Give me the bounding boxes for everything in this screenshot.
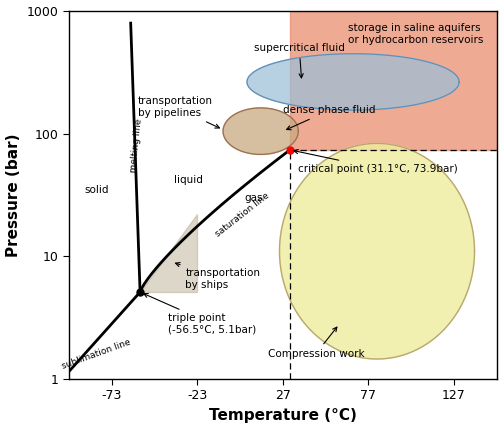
Polygon shape — [247, 54, 459, 110]
Text: storage in saline aquifers
or hydrocarbon reservoirs: storage in saline aquifers or hydrocarbo… — [348, 23, 483, 45]
Text: solid: solid — [84, 184, 109, 195]
Polygon shape — [140, 214, 197, 292]
Text: sublimation line: sublimation line — [61, 337, 132, 370]
Text: supercritical fluid: supercritical fluid — [254, 43, 345, 78]
Bar — [290, 11, 497, 150]
Text: transportation
by pipelines: transportation by pipelines — [137, 97, 219, 128]
Polygon shape — [223, 108, 298, 154]
Text: triple point
(-56.5°C, 5.1bar): triple point (-56.5°C, 5.1bar) — [144, 293, 257, 335]
Polygon shape — [280, 143, 474, 359]
Text: critical point (31.1°C, 73.9bar): critical point (31.1°C, 73.9bar) — [294, 150, 458, 174]
Text: Compression work: Compression work — [268, 327, 364, 359]
X-axis label: Temperature (°C): Temperature (°C) — [209, 408, 357, 423]
Text: melting line: melting line — [129, 118, 144, 173]
Y-axis label: Pressure (bar): Pressure (bar) — [6, 133, 21, 257]
Text: gas: gas — [244, 193, 263, 203]
Text: dense phase fluid: dense phase fluid — [283, 106, 375, 130]
Text: saturation line: saturation line — [213, 190, 271, 238]
Text: transportation
by ships: transportation by ships — [176, 263, 261, 290]
Text: liquid: liquid — [175, 175, 203, 185]
